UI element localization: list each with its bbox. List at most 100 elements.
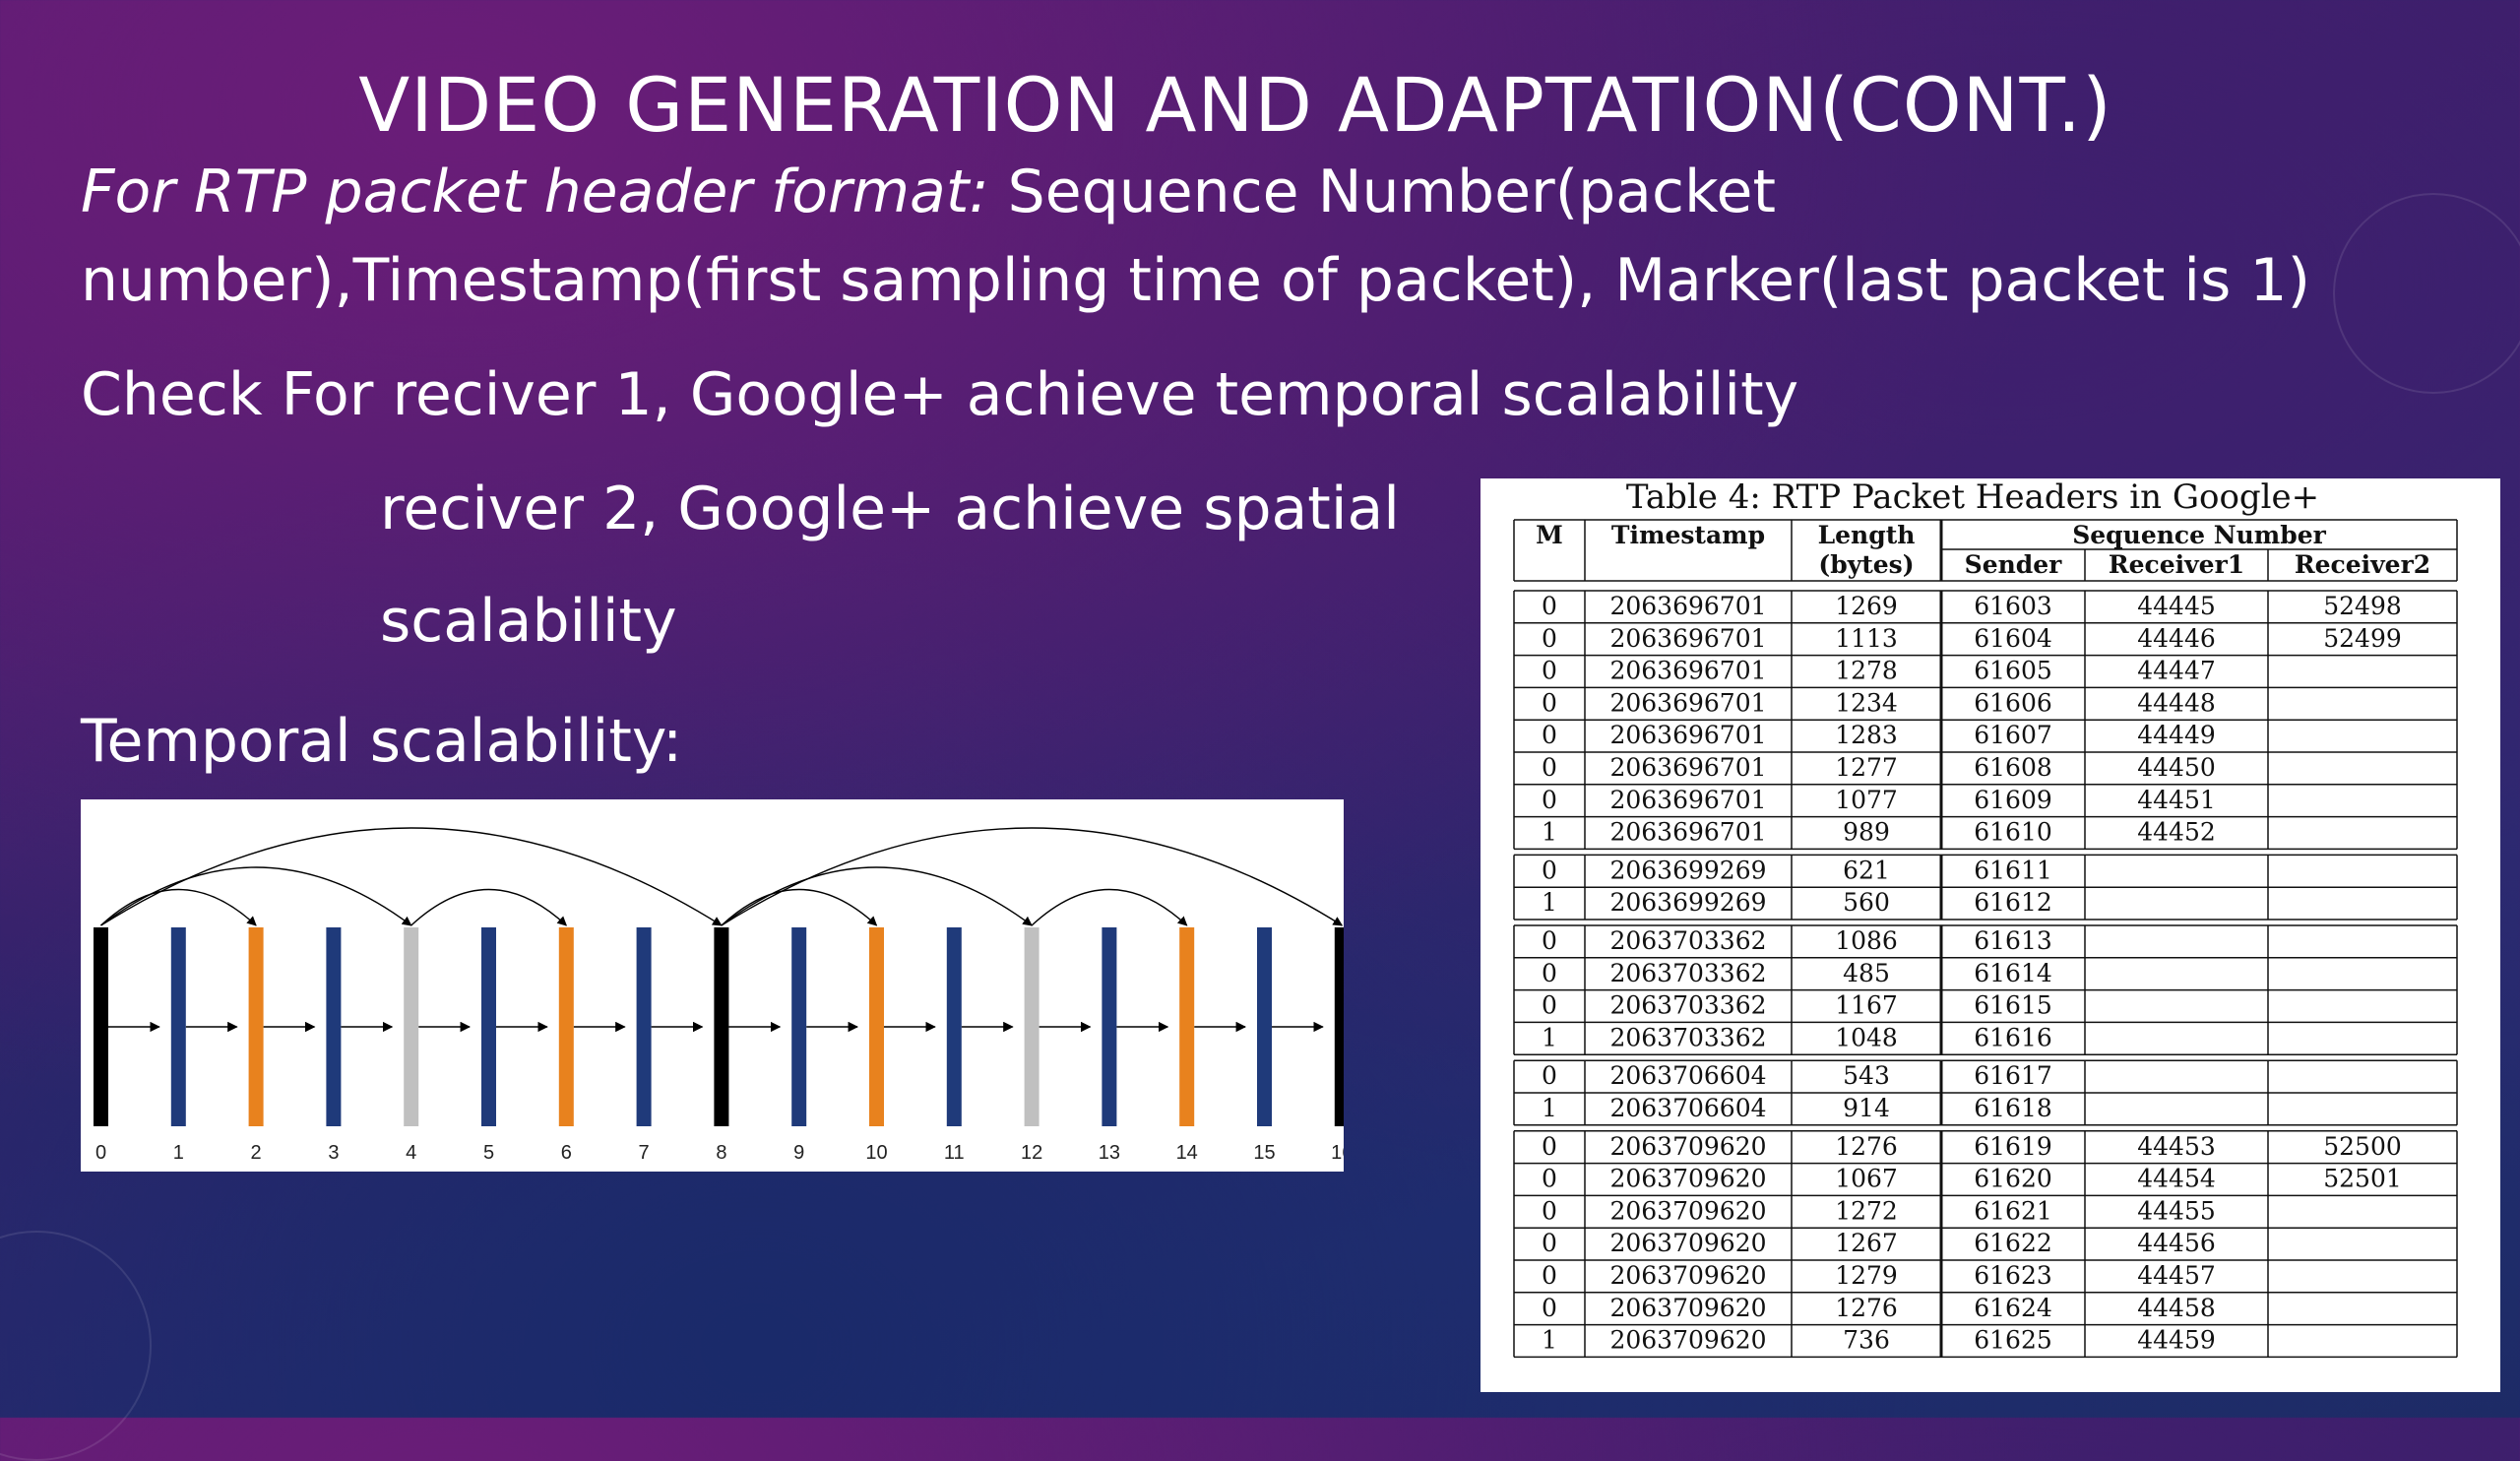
- cell-receiver1: 44456: [2137, 1229, 2216, 1257]
- cell-receiver1: 44449: [2137, 721, 2216, 749]
- cell-timestamp: 2063709620: [1609, 1261, 1766, 1290]
- frame-label: 14: [1176, 1142, 1198, 1164]
- cell-length: 485: [1843, 959, 1890, 987]
- receiver2-line-cont: scalability: [380, 587, 677, 656]
- cell-timestamp: 2063696701: [1609, 721, 1766, 749]
- cell-timestamp: 2063703362: [1609, 959, 1766, 987]
- cell-timestamp: 2063696701: [1609, 753, 1766, 782]
- cell-length: 1048: [1835, 1023, 1898, 1051]
- temporal-scalability-figure: 012345678910111213141516: [81, 799, 1344, 1172]
- cell-m: 0: [1542, 959, 1557, 987]
- cell-m: 0: [1542, 1261, 1557, 1290]
- receiver1-line: Check For reciver 1, Google+ achieve tem…: [81, 360, 1799, 429]
- cell-m: 0: [1542, 856, 1557, 884]
- dependency-arc: [1031, 888, 1188, 926]
- cell-timestamp: 2063709620: [1609, 1229, 1766, 1257]
- cell-sender: 61603: [1974, 592, 2052, 620]
- cell-m: 1: [1542, 1326, 1557, 1355]
- cell-timestamp: 2063703362: [1609, 926, 1766, 955]
- cell-sender: 61604: [1974, 624, 2052, 653]
- cell-length: 1269: [1835, 592, 1898, 620]
- frame-bar: [404, 927, 419, 1126]
- cell-length: 1283: [1835, 721, 1898, 749]
- frame-bar: [94, 927, 108, 1126]
- rtp-header-table: Table 4: RTP Packet Headers in Google+ M…: [1480, 478, 2500, 1392]
- frame-label: 2: [251, 1142, 262, 1164]
- cell-receiver1: 44453: [2137, 1132, 2216, 1161]
- cell-sender: 61617: [1974, 1061, 2052, 1090]
- cell-sender: 61625: [1974, 1326, 2052, 1355]
- rtp-format-line-1: For RTP packet header format: Sequence N…: [81, 158, 1776, 226]
- cell-sender: 61613: [1974, 926, 2052, 955]
- cell-timestamp: 2063706604: [1609, 1094, 1766, 1122]
- cell-sender: 61609: [1974, 786, 2052, 814]
- frame-label: 4: [406, 1142, 416, 1164]
- cell-timestamp: 2063709620: [1609, 1326, 1766, 1355]
- frame-bar: [1257, 927, 1272, 1126]
- cell-length: 914: [1843, 1094, 1890, 1122]
- frame-bar: [481, 927, 496, 1126]
- cell-receiver1: 44447: [2137, 657, 2216, 685]
- table-grid: M Timestamp Length(bytes) Sequence Number Se…: [1513, 519, 2458, 1359]
- frame-label: 12: [1021, 1142, 1042, 1164]
- cell-m: 0: [1542, 592, 1557, 620]
- cell-sender: 61615: [1974, 991, 2052, 1020]
- slide-title: VIDEO GENERATION AND ADAPTATION(CONT.): [358, 61, 2112, 149]
- cell-length: 1167: [1835, 991, 1898, 1020]
- dependency-arc: [721, 827, 1344, 926]
- cell-timestamp: 2063696701: [1609, 624, 1766, 653]
- frame-label: 10: [865, 1142, 887, 1164]
- cell-length: 1067: [1835, 1165, 1898, 1193]
- frame-bar: [1334, 927, 1344, 1126]
- cell-m: 0: [1542, 1294, 1557, 1322]
- cell-timestamp: 2063696701: [1609, 688, 1766, 717]
- cell-length: 1234: [1835, 688, 1898, 717]
- cell-receiver2: 52499: [2323, 624, 2402, 653]
- frame-bar: [1179, 927, 1195, 1126]
- frame-label: 1: [173, 1142, 184, 1164]
- frame-label: 7: [639, 1142, 650, 1164]
- cell-timestamp: 2063706604: [1609, 1061, 1766, 1090]
- cell-length: 543: [1843, 1061, 1890, 1090]
- cell-timestamp: 2063699269: [1609, 888, 1766, 917]
- cell-sender: 61624: [1974, 1294, 2052, 1322]
- cell-receiver1: 44446: [2137, 624, 2216, 653]
- cell-m: 1: [1542, 1023, 1557, 1051]
- cell-m: 0: [1542, 1165, 1557, 1193]
- cell-m: 0: [1542, 1061, 1557, 1090]
- cell-timestamp: 2063709620: [1609, 1165, 1766, 1193]
- temporal-label: Temporal scalability:: [81, 707, 683, 776]
- frame-label: 0: [95, 1142, 106, 1164]
- cell-length: 1277: [1835, 753, 1898, 782]
- cell-timestamp: 2063696701: [1609, 818, 1766, 847]
- cell-sender: 61618: [1974, 1094, 2052, 1122]
- decorative-circle: [2333, 193, 2520, 394]
- cell-sender: 61610: [1974, 818, 2052, 847]
- header-receiver2: Receiver2: [2295, 550, 2430, 579]
- cell-timestamp: 2063703362: [1609, 991, 1766, 1020]
- cell-length: 1267: [1835, 1229, 1898, 1257]
- cell-m: 1: [1542, 818, 1557, 847]
- frame-bar: [1102, 927, 1117, 1126]
- cell-sender: 61623: [1974, 1261, 2052, 1290]
- frame-bar: [791, 927, 807, 1126]
- header-m: M: [1536, 521, 1563, 549]
- frame-bar: [946, 927, 962, 1126]
- cell-m: 0: [1542, 991, 1557, 1020]
- cell-length: 736: [1843, 1326, 1890, 1355]
- cell-sender: 61622: [1974, 1229, 2052, 1257]
- cell-receiver1: 44448: [2137, 688, 2216, 717]
- cell-length: 1077: [1835, 786, 1898, 814]
- cell-receiver1: 44445: [2137, 592, 2216, 620]
- frame-label: 13: [1099, 1142, 1120, 1164]
- cell-receiver2: 52500: [2323, 1132, 2402, 1161]
- cell-length: 1278: [1835, 657, 1898, 685]
- cell-length: 1086: [1835, 926, 1898, 955]
- cell-sender: 61605: [1974, 657, 2052, 685]
- cell-m: 0: [1542, 786, 1557, 814]
- cell-receiver2: 52498: [2323, 592, 2402, 620]
- dependency-arc: [721, 866, 1033, 926]
- cell-timestamp: 2063696701: [1609, 786, 1766, 814]
- dependency-arc: [100, 866, 412, 926]
- rtp-format-line-2: number),Timestamp(first sampling time of…: [81, 246, 2310, 315]
